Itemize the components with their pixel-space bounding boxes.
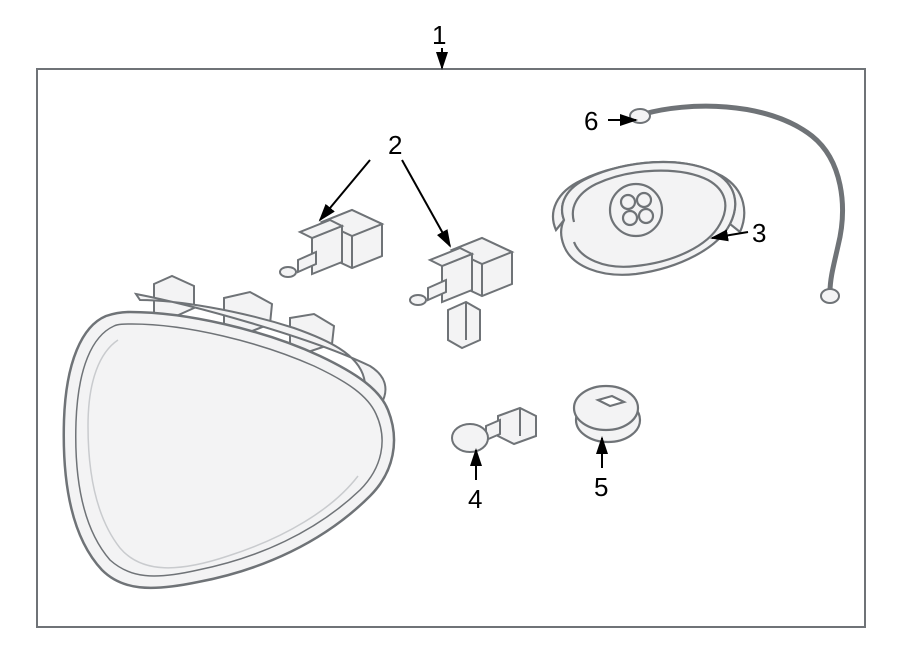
diagram-canvas: 1 2 3 4 5 6 — [0, 0, 900, 661]
callout-arrow-6 — [0, 0, 900, 661]
